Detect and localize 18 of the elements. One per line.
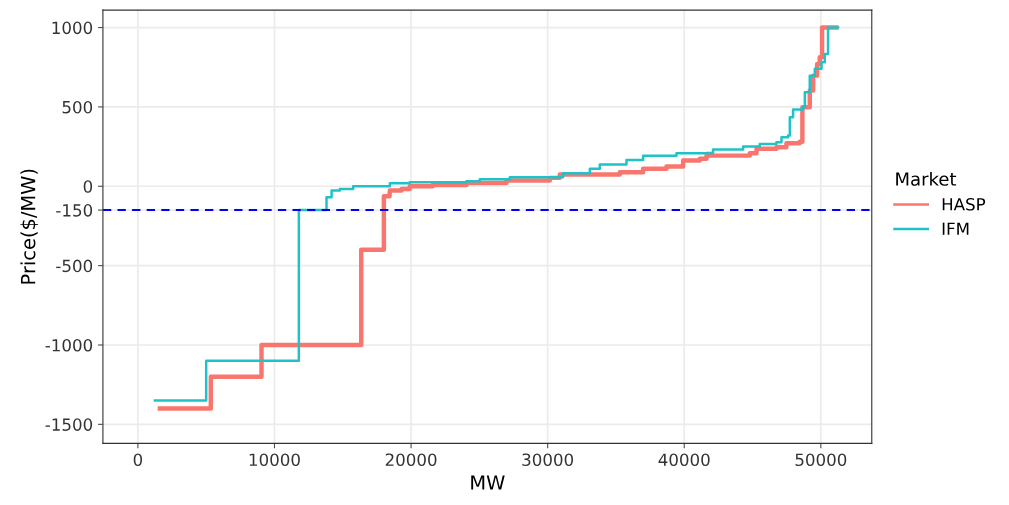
legend-label: IFM	[942, 222, 969, 235]
y-tick-label: 1000	[52, 21, 93, 35]
x-tick-label: 50000	[795, 453, 847, 467]
y-tick-label: -150	[56, 204, 93, 217]
y-tick-label: -1000	[45, 338, 93, 352]
y-tick-label: 0	[83, 180, 93, 193]
x-tick-label: 10000	[249, 453, 300, 467]
y-axis-title: Price($/MW)	[20, 169, 39, 284]
y-tick-label: 500	[62, 100, 93, 114]
x-tick-label: 40000	[658, 453, 710, 467]
x-axis-title: MW	[471, 475, 505, 490]
x-tick-label: 20000	[385, 453, 437, 467]
y-tick-label: -1500	[45, 418, 93, 431]
legend-title: Market	[896, 171, 957, 186]
x-tick-label: 0	[133, 453, 143, 467]
y-tick-label: -500	[56, 259, 93, 273]
x-tick-label: 30000	[522, 453, 574, 467]
legend-label: HASP	[942, 197, 986, 211]
